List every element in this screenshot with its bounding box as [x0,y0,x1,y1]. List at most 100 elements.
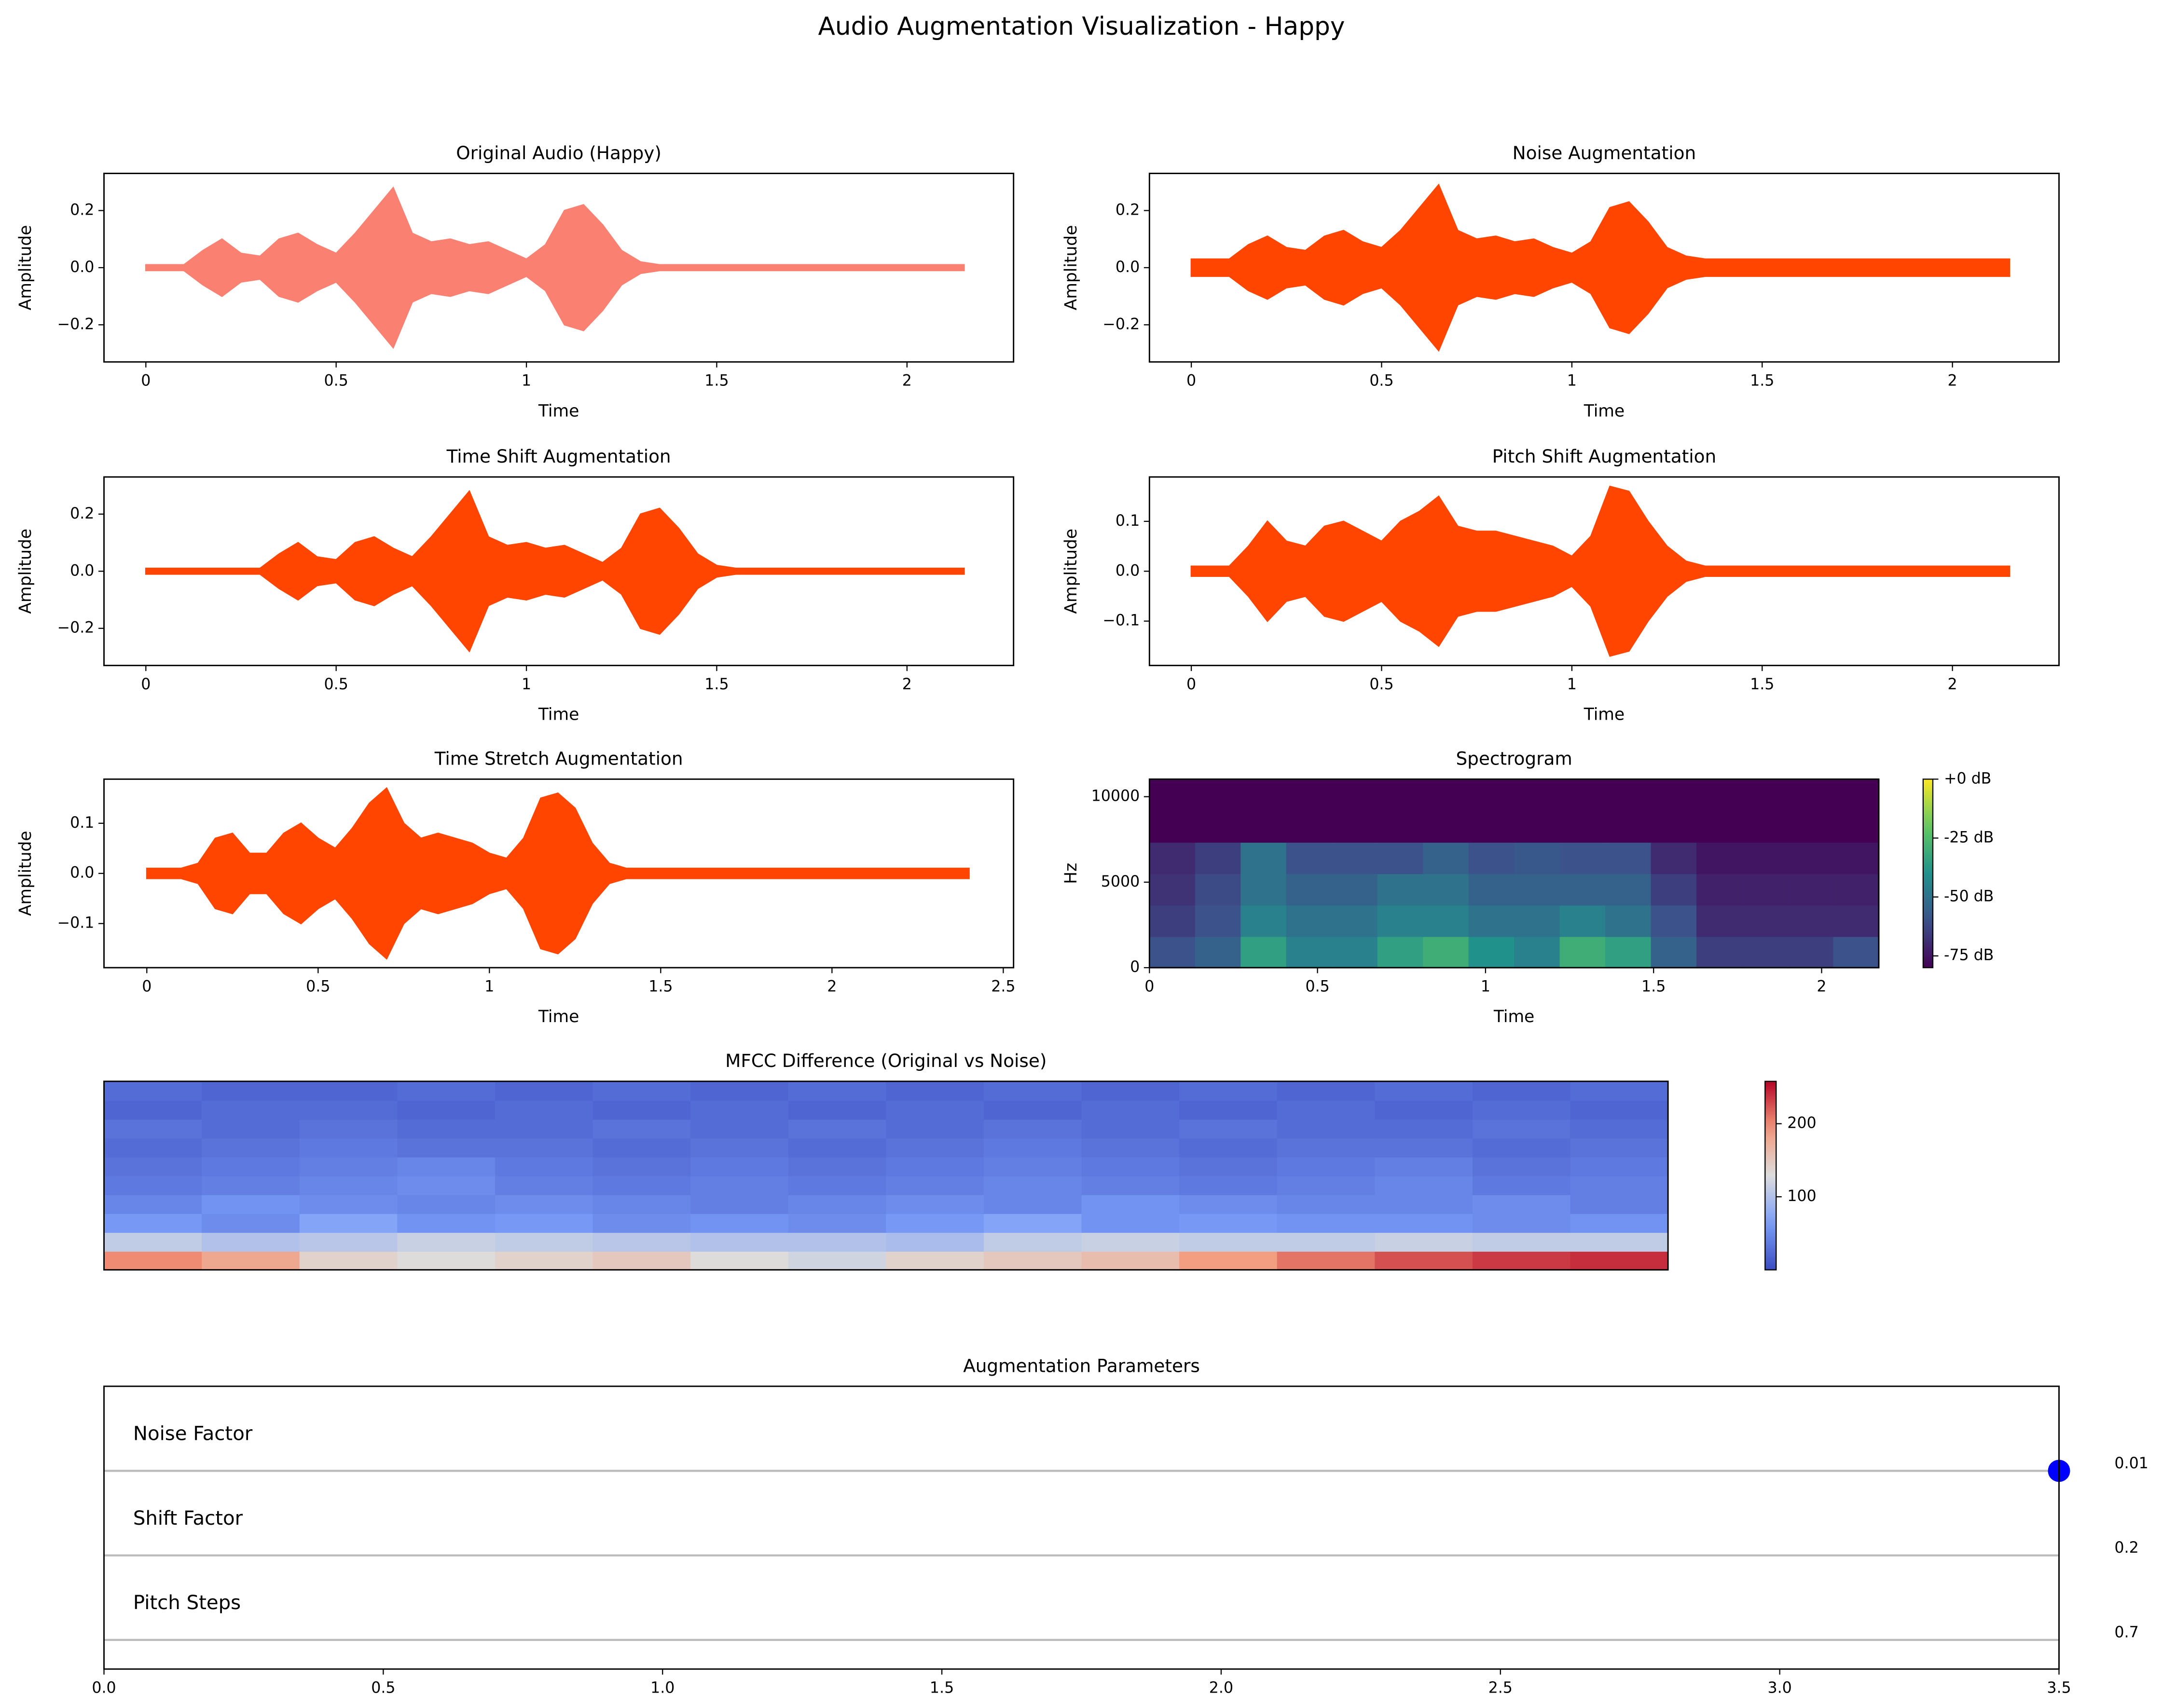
subplot-title: Time Shift Augmentation [446,446,671,467]
heatmap-cell [495,1232,593,1252]
y-tick-label: 0.2 [70,505,94,522]
heatmap-cell [690,1213,789,1233]
heatmap-cell [1179,1213,1278,1233]
heatmap-cell [1081,1157,1180,1176]
heatmap-cell [1195,936,1241,969]
parameter-value: 0.01 [2114,1455,2148,1472]
y-tick-label: −0.2 [1102,315,1140,333]
heatmap-cell [397,1194,496,1214]
heatmap-cell [1605,810,1652,843]
y-tick-label: 0.0 [70,562,94,579]
heatmap-cell [1332,810,1378,843]
x-axis-label: Time [1584,705,1625,724]
heatmap-cell [788,1157,887,1176]
heatmap-cell [495,1213,593,1233]
heatmap-cell [1570,1119,1669,1139]
heatmap-cell [1570,1138,1669,1158]
y-tick-label: −0.1 [1102,612,1140,629]
heatmap-cell [1179,1251,1278,1271]
heatmap-cell [397,1175,496,1195]
colorbar [1764,1080,1777,1271]
parameter-name: Noise Factor [133,1423,253,1445]
parameter-value: 0.2 [2114,1539,2138,1557]
waveform [145,186,965,349]
heatmap-cell [1240,936,1287,969]
heatmap-cell [1375,1100,1474,1120]
heatmap-cell [1468,779,1515,811]
x-tick-label: 1.5 [930,1679,954,1696]
heatmap-cell [1468,873,1515,906]
waveform [146,787,970,960]
heatmap-cell [299,1100,398,1120]
waveform [145,490,965,653]
y-tick-label: 0.2 [70,201,94,219]
heatmap-cell [788,1081,887,1101]
heatmap-cell [1149,842,1196,874]
y-tick-label: 0.2 [1116,201,1140,219]
heatmap-cell [1277,1232,1376,1252]
heatmap-cell [202,1100,301,1120]
heatmap-cell [104,1194,203,1214]
heatmap-cell [1472,1138,1571,1158]
heatmap-cell [1081,1232,1180,1252]
heatmap-cell [397,1251,496,1271]
heatmap-cell [1514,873,1561,906]
heatmap-cell [1559,873,1606,906]
subplot-title: Original Audio (Happy) [456,142,661,164]
heatmap-cell [1377,810,1424,843]
heatmap-cell [1377,779,1424,811]
heatmap-cell [1514,904,1561,937]
heatmap-cell [1179,1138,1278,1158]
heatmap-cell [1286,904,1333,937]
heatmap-cell [1651,873,1697,906]
x-tick-label: 2 [1817,978,1826,995]
heatmap-cell [104,1251,203,1271]
heatmap-cell [886,1251,985,1271]
heatmap-cell [299,1081,398,1101]
axes-frame [103,1080,1669,1271]
heatmap-cell [1375,1251,1474,1271]
x-axis-label: Time [1493,1007,1534,1026]
heatmap-cell [1472,1119,1571,1139]
heatmap-cell [788,1175,887,1195]
x-tick-label: 0 [141,676,151,693]
heatmap-cell [202,1138,301,1158]
heatmap-cell [690,1100,789,1120]
heatmap-cell [397,1100,496,1120]
heatmap-cell [983,1100,1082,1120]
heatmap-cell [886,1100,985,1120]
y-tick-label: 0.0 [70,259,94,276]
heatmap-cell [1332,842,1378,874]
heatmap-cell [1468,842,1515,874]
colorbar-tick-label: +0 dB [1944,770,1991,787]
subplot-title: MFCC Difference (Original vs Noise) [725,1050,1047,1071]
subplot-title: Spectrogram [1456,748,1572,769]
heatmap-cell [983,1232,1082,1252]
x-tick-label: 1 [1567,676,1577,693]
y-tick-label: 0 [1130,958,1140,976]
heatmap-cell [886,1119,985,1139]
x-tick-label: 1 [1567,372,1577,390]
heatmap-cell [1240,779,1287,811]
heatmap-cell [1149,810,1196,843]
heatmap-cell [886,1175,985,1195]
heatmap-cell [1559,842,1606,874]
heatmap-cell [495,1251,593,1271]
x-tick-label: 0.5 [1369,676,1393,693]
heatmap-cell [1179,1081,1278,1101]
heatmap-cell [1742,810,1789,843]
heatmap-cell [690,1119,789,1139]
heatmap-cell [1605,779,1652,811]
heatmap-cell [1277,1213,1376,1233]
heatmap-cell [1787,873,1834,906]
heatmap-cell [1787,936,1834,969]
heatmap-cell [1195,842,1241,874]
heatmap-cell [788,1194,887,1214]
heatmap-cell [397,1213,496,1233]
x-axis-label: Time [538,705,579,724]
heatmap-cell [788,1232,887,1252]
heatmap-cell [1472,1232,1571,1252]
heatmap-cell [202,1175,301,1195]
heatmap-cell [104,1232,203,1252]
